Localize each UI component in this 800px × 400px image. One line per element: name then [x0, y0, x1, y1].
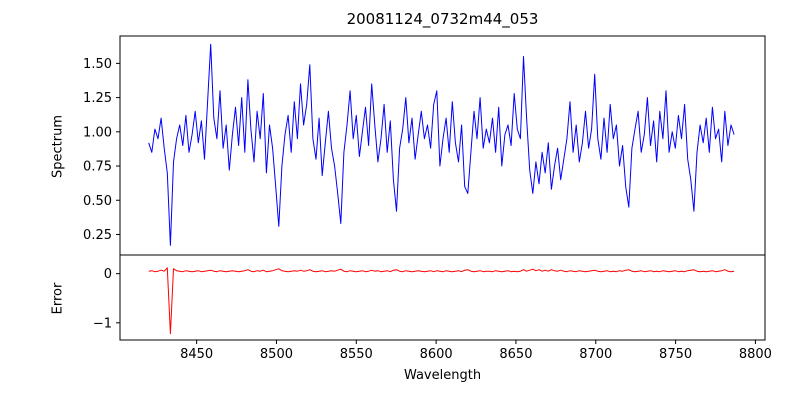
x-tick-label: 8600: [420, 347, 453, 362]
x-tick-label: 8750: [659, 347, 692, 362]
spectrum-y-tick-label: 0.50: [83, 194, 112, 209]
error-y-tick-label: −1: [93, 316, 112, 331]
spectrum-y-tick-label: 0.25: [83, 228, 112, 243]
spectrum-y-tick-label: 1.25: [83, 91, 112, 106]
spectrum-y-tick-label: 1.50: [83, 57, 112, 72]
x-tick-label: 8650: [499, 347, 532, 362]
spectrum-y-tick-label: 1.00: [83, 125, 112, 140]
x-tick-label: 8550: [340, 347, 373, 362]
x-axis-label: Wavelength: [403, 368, 482, 383]
chart-title: 20081124_0732m44_053: [346, 10, 539, 28]
x-tick-label: 8800: [739, 347, 772, 362]
error-y-tick-label: 0: [104, 267, 112, 282]
x-tick-label: 8500: [260, 347, 293, 362]
x-tick-label: 8700: [579, 347, 612, 362]
x-tick-label: 8450: [180, 347, 213, 362]
spectrum-y-tick-label: 0.75: [83, 160, 112, 175]
error-line: [148, 267, 735, 335]
error-axes-frame: [119, 254, 766, 341]
spectrum-line: [148, 43, 735, 246]
